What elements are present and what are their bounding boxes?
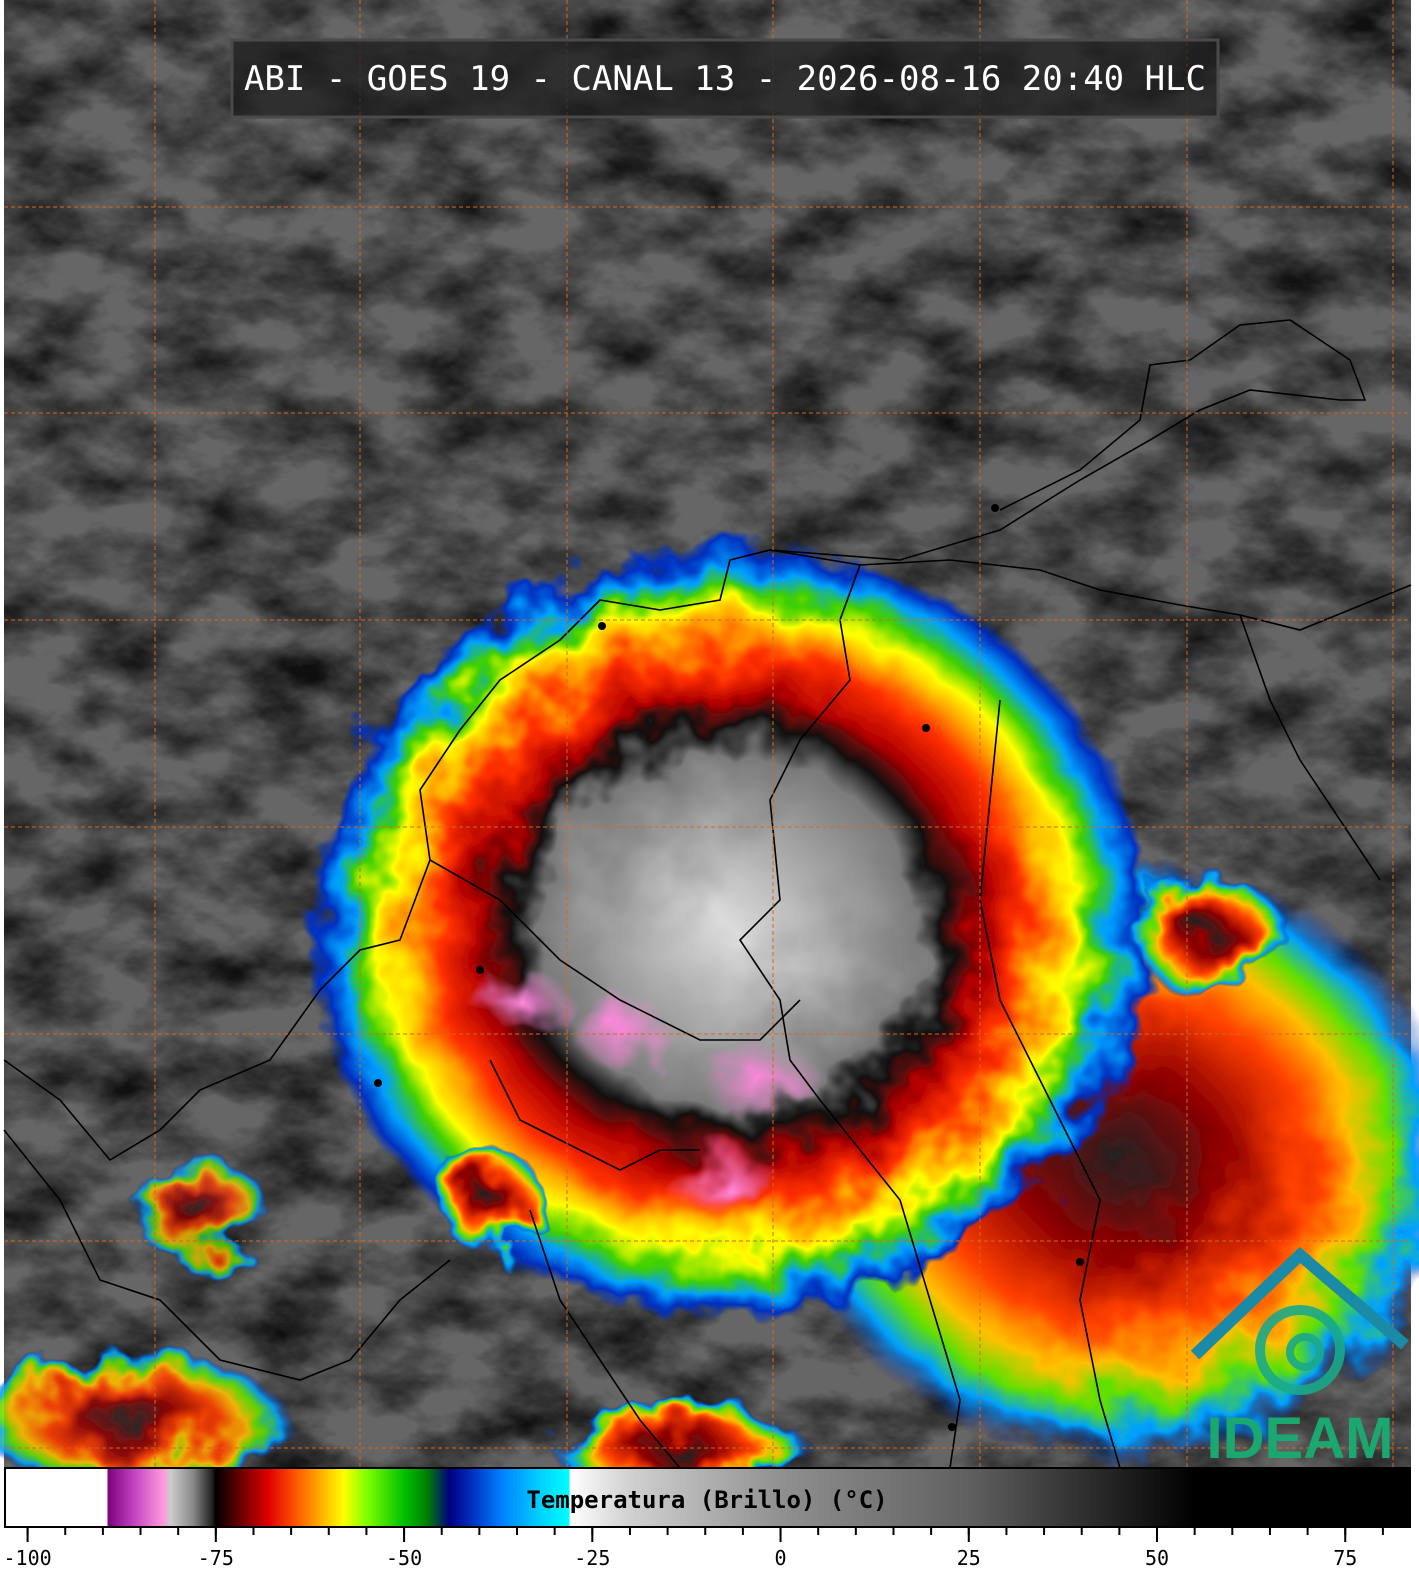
tick-label: -75 (198, 1546, 234, 1570)
tick-label: 75 (1333, 1546, 1357, 1570)
coastline (3, 319, 1412, 1469)
satellite-map (0, 0, 1419, 1500)
tick-label: 25 (957, 1546, 981, 1570)
title: ABI - GOES 19 - CANAL 13 - 2026-08-16 20… (244, 59, 1206, 99)
tick-label: 50 (1145, 1546, 1169, 1570)
tick-label: -100 (4, 1546, 52, 1570)
title-box: ABI - GOES 19 - CANAL 13 - 2026-08-16 20… (230, 38, 1220, 119)
tick-label: -25 (574, 1546, 610, 1570)
colorbar: Temperatura (Brillo) (°C) -100 -75 -50 -25 0… (4, 1467, 1411, 1570)
graticule (4, 0, 1411, 1468)
logo-text: IDEAM (1207, 1406, 1394, 1471)
tick-label: -50 (386, 1546, 422, 1570)
colorbar-label: Temperatura (Brillo) (°C) (526, 1486, 887, 1514)
logo: IDEAM (1190, 1246, 1409, 1471)
tick-label: 0 (775, 1546, 787, 1570)
city-markers (374, 504, 1084, 1431)
